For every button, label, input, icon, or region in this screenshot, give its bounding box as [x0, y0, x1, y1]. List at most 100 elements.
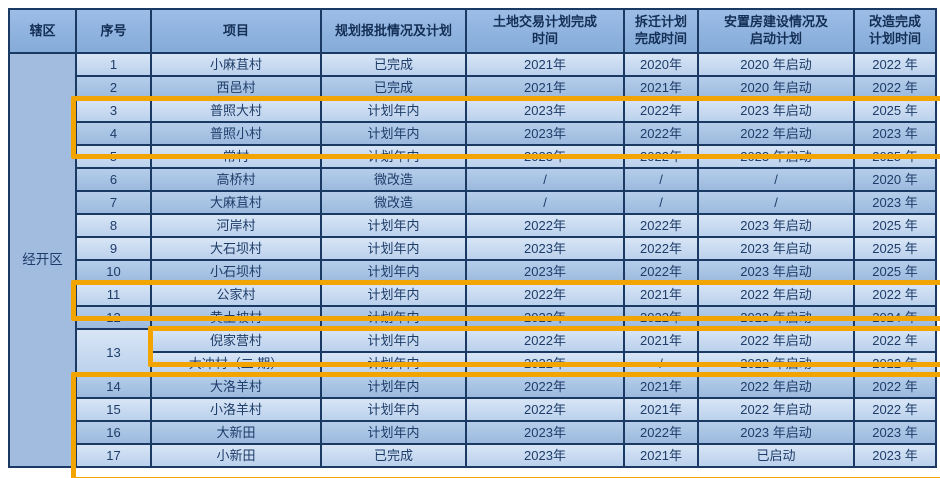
cell-project: 河岸村: [150, 213, 322, 238]
cell-completion-date: 2020 年: [853, 167, 937, 192]
table-row: 17 小新田 已完成 2023年 2021年 已启动 2023 年: [9, 443, 937, 468]
table-row: 6 高桥村 微改造 / //2020 年: [9, 167, 937, 192]
cell-project: 大麻苴村: [150, 190, 322, 215]
cell-demolition-date: 2021年: [623, 75, 699, 100]
cell-demolition-date: 2022年: [623, 305, 699, 330]
cell-planning-status: 计划年内: [320, 259, 467, 284]
cell-completion-date: 2022 年: [853, 328, 937, 353]
column-header: 拆迁计划 完成时间: [623, 8, 699, 54]
district-cell: 经开区: [8, 52, 77, 468]
table-row: 15 小洛羊村 计划年内 2022年 2021年 2022 年启动 2022 年: [9, 397, 937, 422]
cell-seq: 9: [75, 236, 152, 261]
table-row: 10 小石坝村 计划年内 2023年 2022年 2023 年启动 2025 年: [9, 259, 937, 284]
cell-planning-status: 计划年内: [320, 420, 467, 445]
cell-resettlement-housing: 2022 年启动: [697, 328, 855, 353]
cell-resettlement-housing: 2022 年启动: [697, 397, 855, 422]
cell-demolition-date: /: [623, 190, 699, 215]
cell-planning-status: 计划年内: [320, 374, 467, 399]
cell-seq: 5: [75, 144, 152, 169]
cell-seq: 6: [75, 167, 152, 192]
cell-demolition-date: 2022年: [623, 236, 699, 261]
column-header: 改造完成 计划时间: [853, 8, 937, 54]
cell-project: 大石坝村: [150, 236, 322, 261]
column-header: 规划报批情况及计划: [320, 8, 467, 54]
cell-project: 小洛羊村: [150, 397, 322, 422]
cell-project: 大新田: [150, 420, 322, 445]
column-header: 安置房建设情况及 启动计划: [697, 8, 855, 54]
header-row: 辖区 序号 项目 规划报批情况及计划 土地交易计划完成 时间 拆迁计划 完成时间 安置房建设…: [8, 8, 937, 54]
cell-completion-date: 2024 年: [853, 305, 937, 330]
table-row: 9 大石坝村 计划年内 2023年 2022年 2023 年启动 2025 年: [9, 236, 937, 261]
cell-seq: 14: [75, 374, 152, 399]
cell-project: 西邑村: [150, 75, 322, 100]
cell-demolition-date: /: [623, 351, 699, 376]
table-row: 2 西邑村 已完成 2021年 2021年 2020 年启动 2022 年: [9, 75, 937, 100]
cell-seq: 3: [75, 98, 152, 123]
cell-land-transaction-date: 2021年: [465, 52, 625, 77]
cell-completion-date: 2022 年: [853, 282, 937, 307]
cell-demolition-date: 2022年: [623, 121, 699, 146]
cell-resettlement-housing: 2023 年启动: [697, 259, 855, 284]
cell-planning-status: 已完成: [320, 443, 467, 468]
cell-project: 常村: [150, 144, 322, 169]
table-row: 7 大麻苴村 微改造 / //2023 年: [9, 190, 937, 215]
cell-land-transaction-date: /: [465, 167, 625, 192]
cell-seq: 8: [75, 213, 152, 238]
cell-land-transaction-date: 2021年: [465, 75, 625, 100]
cell-land-transaction-date: 2023年: [465, 98, 625, 123]
cell-seq: 12: [75, 305, 152, 330]
cell-resettlement-housing: 2023 年启动: [697, 305, 855, 330]
column-header: 土地交易计划完成 时间: [465, 8, 625, 54]
cell-resettlement-housing: /: [697, 167, 855, 192]
cell-demolition-date: 2021年: [623, 397, 699, 422]
cell-demolition-date: 2020年: [623, 52, 699, 77]
cell-project: 黄土坡村: [150, 305, 322, 330]
village-renovation-table: 辖区 序号 项目 规划报批情况及计划 土地交易计划完成 时间 拆迁计划 完成时间 安置房建设…: [8, 8, 937, 468]
cell-planning-status: 计划年内: [320, 121, 467, 146]
cell-project: 普照小村: [150, 121, 322, 146]
cell-demolition-date: 2022年: [623, 98, 699, 123]
cell-planning-status: 计划年内: [320, 328, 467, 353]
cell-land-transaction-date: 2023年: [465, 236, 625, 261]
cell-completion-date: 2025 年: [853, 213, 937, 238]
cell-completion-date: 2022 年: [853, 75, 937, 100]
cell-project: 大洛羊村: [150, 374, 322, 399]
cell-land-transaction-date: 2022年: [465, 397, 625, 422]
table-row: 经开区 1 小麻苴村 已完成 2021年 2020年 2020 年启动 2022 年: [8, 52, 937, 468]
column-header: 辖区: [8, 8, 77, 54]
table-row: 8 河岸村 计划年内 2022年 2022年 2023 年启动 2025 年: [9, 213, 937, 238]
cell-demolition-date: 2022年: [623, 213, 699, 238]
cell-resettlement-housing: 2022 年启动: [697, 282, 855, 307]
cell-project: 小石坝村: [150, 259, 322, 284]
cell-resettlement-housing: 2023 年启动: [697, 98, 855, 123]
cell-planning-status: 已完成: [320, 52, 467, 77]
column-header: 项目: [150, 8, 322, 54]
cell-demolition-date: /: [623, 167, 699, 192]
cell-resettlement-housing: 2020 年启动: [697, 52, 855, 77]
cell-demolition-date: 2021年: [623, 282, 699, 307]
cell-planning-status: 计划年内: [320, 213, 467, 238]
cell-land-transaction-date: 2022年: [465, 351, 625, 376]
cell-seq: 16: [75, 420, 152, 445]
cell-land-transaction-date: 2022年: [465, 213, 625, 238]
table-row: 13 倪家营村 计划年内 2022年 2021年 2022 年启动 2022 年: [9, 328, 937, 376]
cell-project: 倪家营村: [150, 328, 322, 353]
cell-seq: 4: [75, 121, 152, 146]
cell-completion-date: 2025 年: [853, 236, 937, 261]
table-header: 辖区 序号 项目 规划报批情况及计划 土地交易计划完成 时间 拆迁计划 完成时间 安置房建设…: [8, 8, 937, 54]
cell-planning-status: 计划年内: [320, 397, 467, 422]
cell-completion-date: 2025 年: [853, 144, 937, 169]
cell-completion-date: 2022 年: [853, 351, 937, 376]
cell-completion-date: 2022 年: [853, 397, 937, 422]
cell-demolition-date: 2021年: [623, 374, 699, 399]
cell-seq: 2: [75, 75, 152, 100]
cell-planning-status: 计划年内: [320, 305, 467, 330]
cell-seq: 7: [75, 190, 152, 215]
cell-completion-date: 2023 年: [853, 443, 937, 468]
cell-seq: 15: [75, 397, 152, 422]
cell-resettlement-housing: /: [697, 190, 855, 215]
cell-project: 大冲村（二 期）: [150, 351, 322, 376]
cell-resettlement-housing: 2022 年启动: [697, 351, 855, 376]
cell-land-transaction-date: 2022年: [465, 374, 625, 399]
cell-resettlement-housing: 2023 年启动: [697, 213, 855, 238]
